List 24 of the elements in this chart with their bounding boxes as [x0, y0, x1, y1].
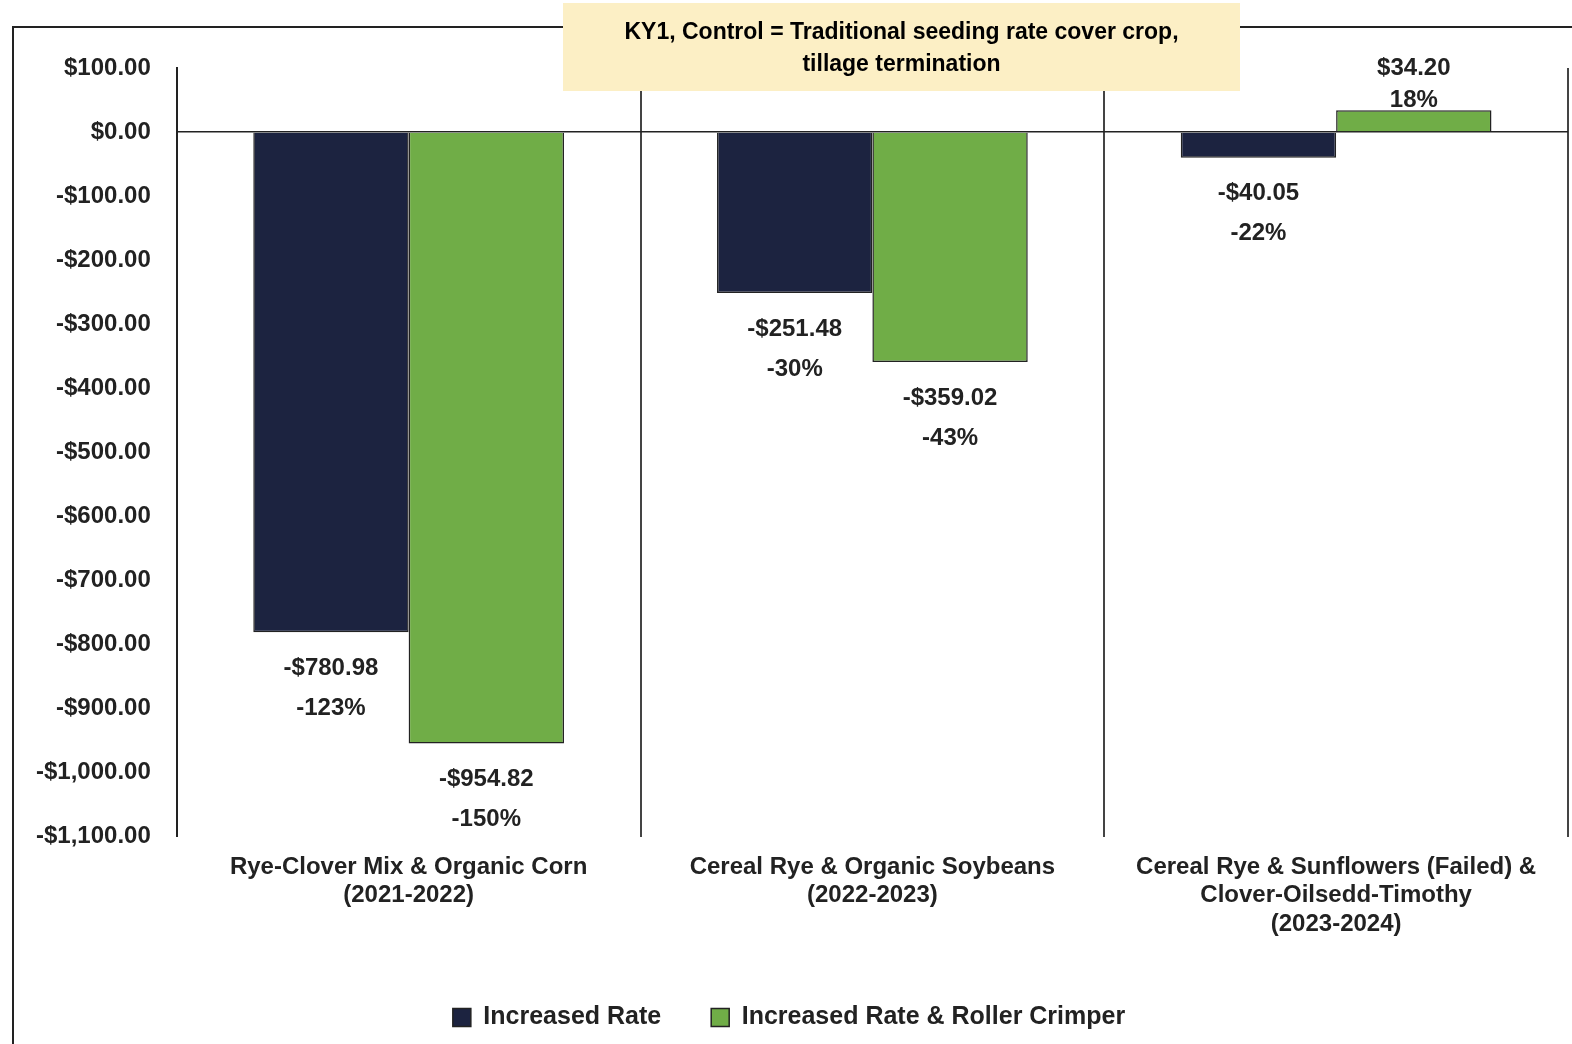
y-tick-label: -$300.00	[56, 308, 151, 336]
y-tick-label: -$100.00	[56, 180, 151, 208]
legend-label: Increased Rate & Roller Crimper	[741, 1001, 1126, 1030]
y-tick-label: -$700.00	[56, 565, 151, 593]
y-tick-label: -$1,100.00	[36, 821, 151, 849]
data-label: -$359.02 -43%	[902, 382, 998, 450]
data-label: $34.20 18%	[1377, 52, 1451, 112]
y-tick-label: $100.00	[64, 52, 151, 80]
x-tick-label: Cereal Rye & Organic Soybeans (2022-2023)	[689, 851, 1056, 908]
y-tick-label: $0.00	[90, 116, 151, 144]
data-label: -$954.82 -150%	[438, 764, 534, 832]
x-tick-label: Cereal Rye & Sunflowers (Failed) & Clover-Oilsedd-Timothy (2023-2024)	[1136, 851, 1537, 937]
y-tick-label: -$200.00	[56, 244, 151, 272]
y-tick-label: -$1,000.00	[36, 757, 151, 785]
data-label: -$780.98 -123%	[283, 652, 379, 720]
data-label: -$251.48 -30%	[747, 313, 843, 381]
y-tick-label: -$900.00	[56, 693, 151, 721]
y-tick-label: -$500.00	[56, 436, 151, 464]
y-tick-label: -$400.00	[56, 372, 151, 400]
y-tick-label: -$600.00	[56, 500, 151, 528]
y-tick-label: -$800.00	[56, 629, 151, 657]
x-tick-label: Rye-Clover Mix & Organic Corn (2021-2022)	[229, 851, 588, 908]
data-label: -$40.05 -22%	[1217, 178, 1300, 246]
legend-label: Increased Rate	[483, 1001, 662, 1030]
